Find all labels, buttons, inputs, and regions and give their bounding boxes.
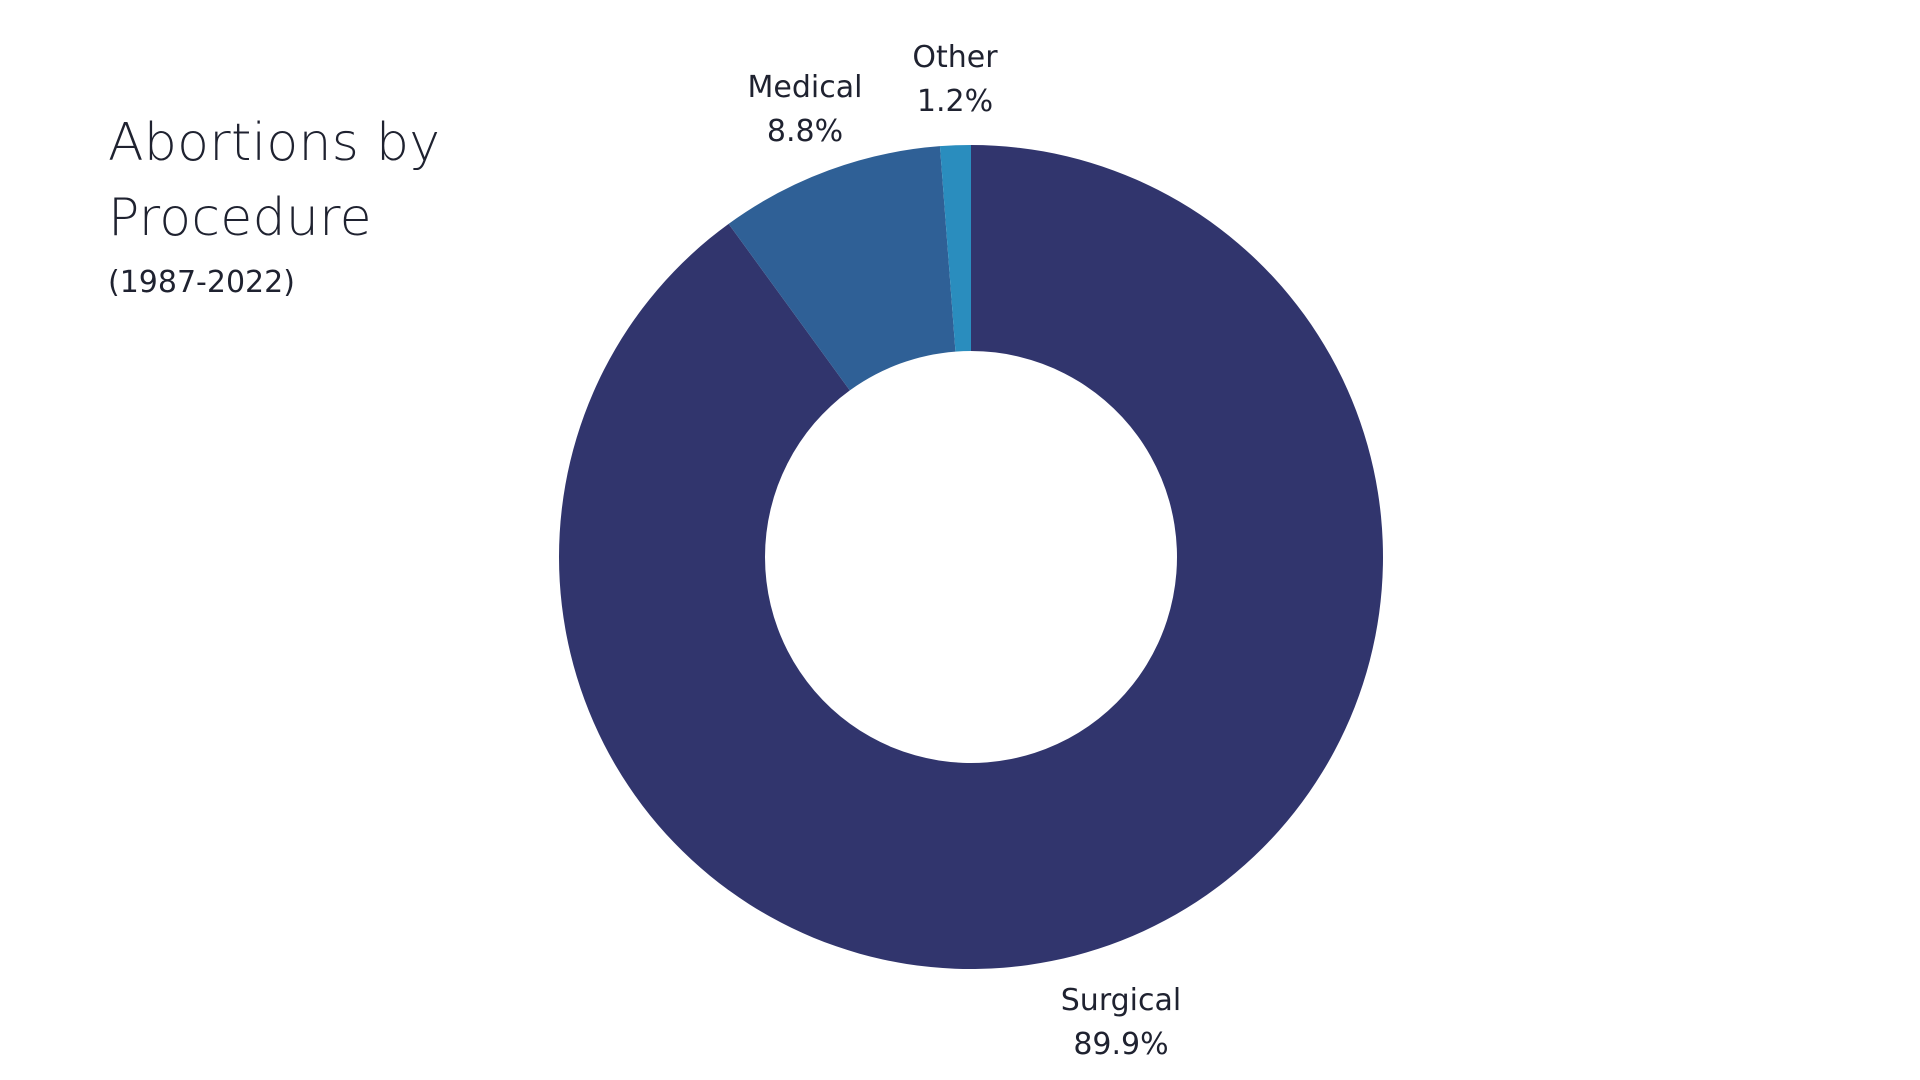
slice-label-name-other: Other xyxy=(912,40,998,75)
slice-surgical xyxy=(558,145,1383,970)
slice-label-name-medical: Medical xyxy=(748,70,863,105)
chart-subtitle: (1987-2022) xyxy=(108,265,295,300)
slice-medical xyxy=(728,146,956,391)
slice-label-value-medical: 8.8% xyxy=(767,114,843,149)
slice-label-name-surgical: Surgical xyxy=(1061,983,1181,1018)
donut-slices xyxy=(558,145,1383,970)
slice-labels: Surgical 89.9% Medical 8.8% Other 1.2% xyxy=(748,40,1182,1062)
chart-title-line-1: Abortions by xyxy=(108,113,440,173)
slice-label-value-surgical: 89.9% xyxy=(1073,1027,1168,1062)
chart-title-line-2: Procedure xyxy=(108,188,372,248)
slice-label-value-other: 1.2% xyxy=(917,84,993,119)
slice-other xyxy=(939,145,971,352)
